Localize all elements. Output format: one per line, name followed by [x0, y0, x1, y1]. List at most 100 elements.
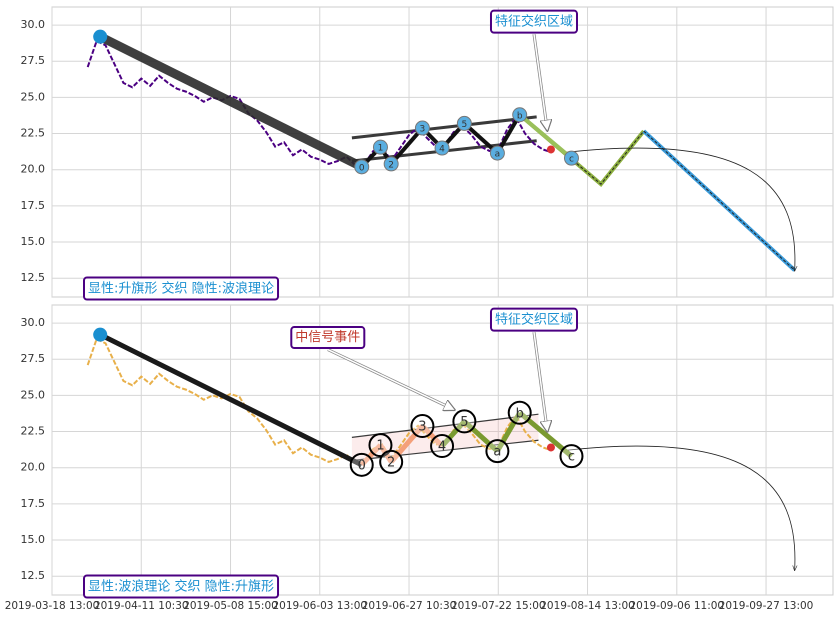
x-tick-label: 2019-06-03 13:00: [272, 600, 367, 612]
wave-segment: [359, 443, 383, 467]
wave-label: 4: [439, 145, 445, 155]
wave-marker: [563, 150, 579, 166]
y-tick-label: 30.0: [21, 316, 46, 329]
wave-segment: [495, 411, 522, 453]
label-box: [489, 9, 578, 34]
label-box: [489, 307, 578, 332]
annotation-arrow: [533, 34, 547, 130]
x-tick-label: 2019-07-22 15:00: [451, 600, 546, 612]
x-tick-label: 2019-08-14 13:00: [540, 600, 635, 612]
wave-marker: [383, 156, 399, 172]
wave-label: 3: [420, 125, 426, 135]
wave-label: 3: [418, 420, 426, 435]
wave-marker: [512, 107, 528, 123]
y-tick-label: 27.5: [21, 54, 46, 67]
wave-label: a: [495, 150, 501, 160]
y-tick-label: 17.5: [21, 199, 46, 212]
wave-label: 1: [378, 144, 384, 154]
wave-marker: [507, 400, 532, 425]
annotation-arrow: [533, 332, 547, 431]
wave-segment: [389, 424, 425, 464]
wave-segment: [440, 419, 467, 448]
wave-marker: [354, 159, 370, 175]
wave-label: 4: [438, 440, 446, 455]
x-tick-label: 2019-04-11 10:30: [94, 600, 189, 612]
wave-marker: [349, 452, 374, 477]
wave-marker: [410, 414, 435, 439]
x-tick-label: 2019-09-27 13:00: [719, 600, 814, 612]
wave-segment: [378, 443, 394, 464]
projection-dash: [643, 130, 795, 271]
price-line: [86, 337, 553, 465]
y-tick-label: 25.0: [21, 388, 46, 401]
y-tick-label: 27.5: [21, 352, 46, 365]
y-tick-label: 12.5: [21, 569, 46, 582]
signal-point: [546, 443, 555, 452]
wave-marker: [430, 434, 455, 459]
wave-marker: [414, 120, 430, 136]
annotation-text: 特征交织区域: [495, 14, 573, 30]
wave-label: a: [493, 445, 501, 460]
y-tick-label: 22.5: [21, 127, 46, 140]
trend-line: [99, 332, 363, 468]
wave-segment: [420, 424, 444, 448]
y-tick-label: 25.0: [21, 90, 46, 103]
wave-label: 2: [388, 160, 394, 170]
corner-label: 显性:升旗形 交织 隐性:波浪理论: [88, 281, 274, 297]
wave-label: 1: [376, 439, 384, 454]
y-tick-label: 12.5: [21, 271, 46, 284]
x-tick-label: 2019-09-06 11:00: [629, 600, 724, 612]
x-tick-label: 2019-06-27 10:30: [362, 600, 457, 612]
wave-label: b: [516, 406, 524, 421]
wave-label: 5: [462, 120, 468, 130]
trend-marker: [93, 327, 108, 342]
wave-label: c: [569, 155, 574, 165]
annotation-text: 中信号事件: [295, 330, 360, 345]
wave-label: 2: [387, 455, 395, 470]
wave-label: b: [517, 111, 523, 121]
channel-upper: [351, 115, 537, 140]
corner-label: 显性:波浪理论 交织 隐性:升旗形: [88, 579, 274, 595]
y-tick-label: 22.5: [21, 425, 46, 438]
x-tick-label: 2019-05-08 15:00: [183, 600, 278, 612]
forecast-arc: [565, 147, 795, 271]
wave-marker: [368, 433, 393, 458]
wave-marker: [456, 115, 472, 131]
wave-marker: [379, 449, 404, 474]
wave-segment: [518, 113, 573, 160]
wave-marker: [372, 139, 388, 155]
y-tick-label: 15.0: [21, 235, 46, 248]
channel-band: [351, 414, 539, 461]
wave-segment: [389, 126, 424, 166]
signal-point: [546, 145, 555, 154]
label-box: [290, 326, 366, 350]
plot-area: [51, 304, 834, 596]
trend-line: [98, 32, 364, 171]
y-tick-label: 20.0: [21, 461, 46, 474]
y-tick-label: 17.5: [21, 497, 46, 510]
y-tick-label: 20.0: [21, 163, 46, 176]
annotation-arrow: [327, 348, 455, 410]
wave-marker: [559, 444, 584, 469]
x-tick-label: 2019-03-18 13:00: [5, 600, 100, 612]
forecast-arc: [565, 445, 795, 570]
price-line: [86, 39, 553, 167]
wave-marker: [485, 439, 510, 464]
y-tick-label: 15.0: [21, 533, 46, 546]
wave-label: 0: [358, 458, 366, 473]
label-box: [83, 276, 280, 301]
wave-marker: [489, 145, 505, 161]
wave-marker: [434, 140, 450, 156]
y-tick-label: 30.0: [21, 18, 46, 31]
wave-marker: [452, 409, 477, 434]
label-box: [83, 574, 280, 599]
channel-lower: [351, 439, 539, 462]
wave-segment: [462, 419, 500, 453]
annotation-text: 特征交织区域: [495, 312, 573, 328]
wave-label: 0: [359, 163, 365, 173]
wave-label: 5: [460, 415, 468, 430]
wave-label: c: [568, 450, 575, 465]
trend-marker: [93, 29, 108, 44]
